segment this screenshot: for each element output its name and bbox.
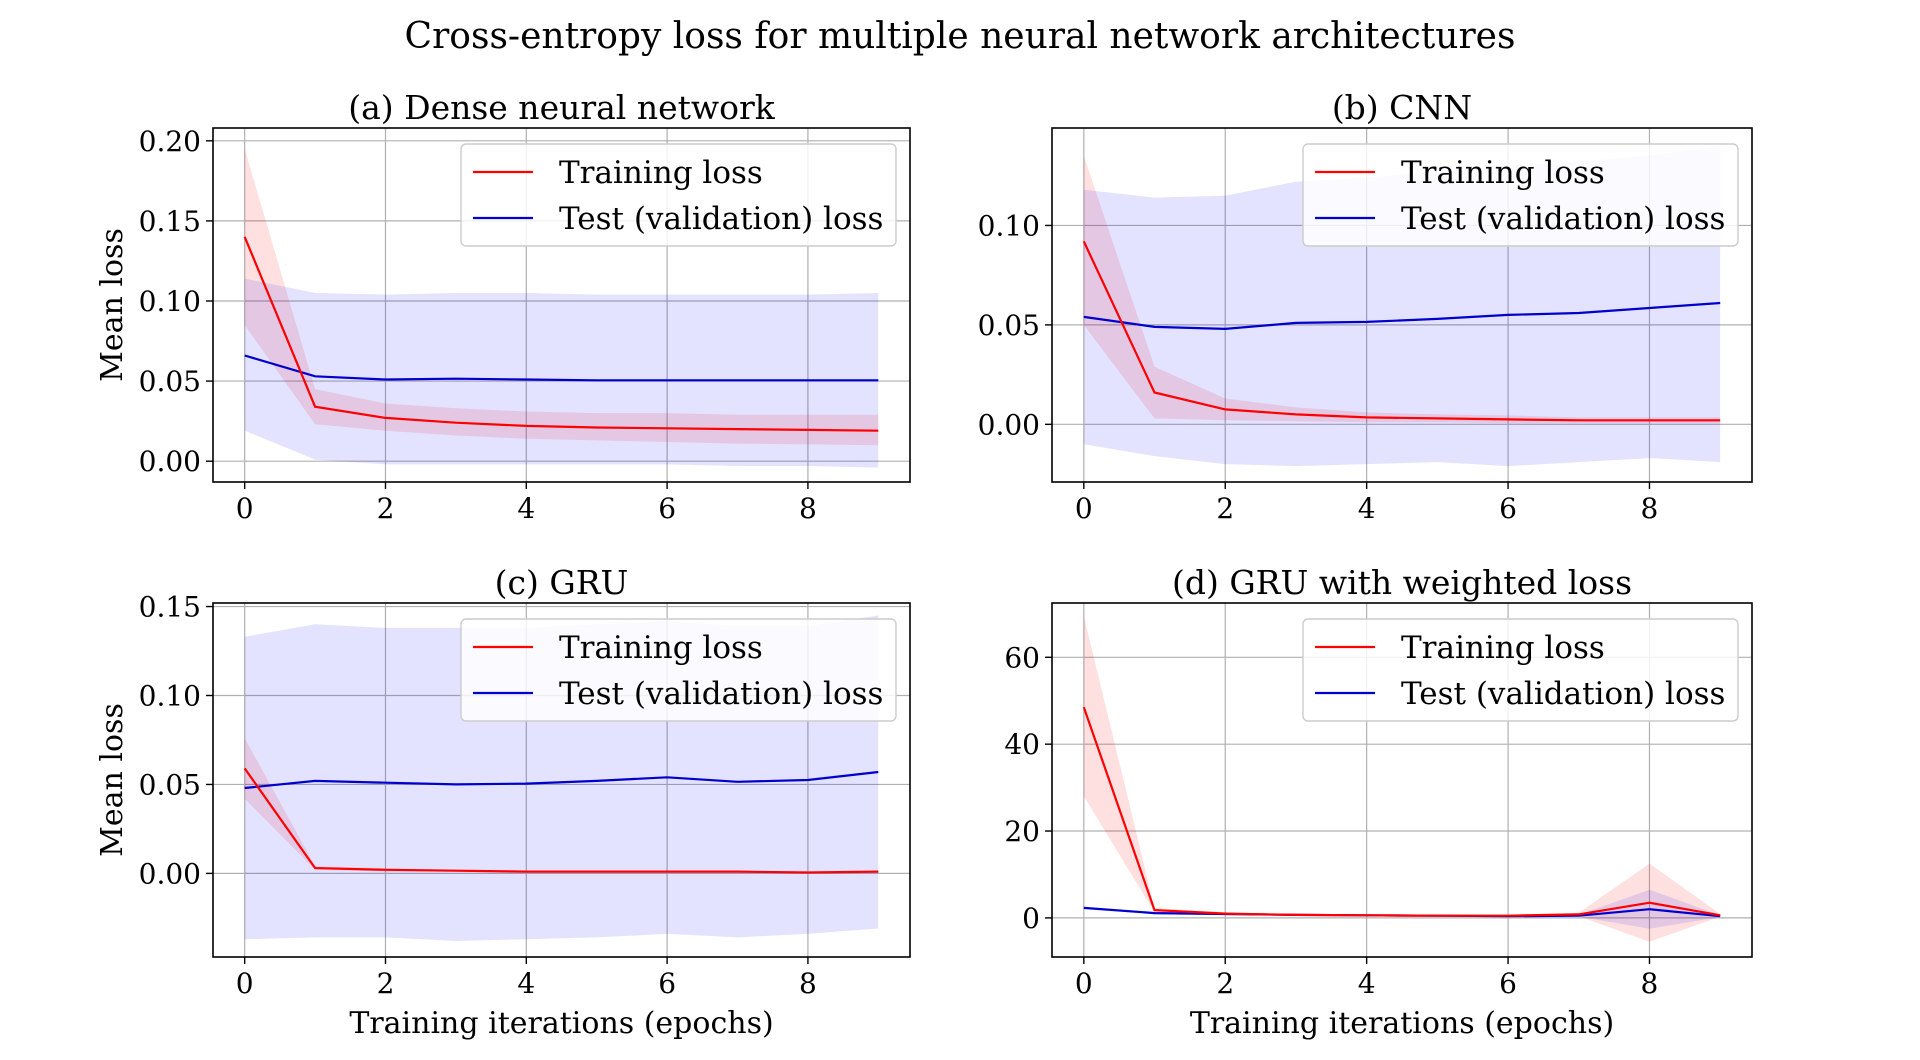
x-tick-label: 2 bbox=[377, 492, 395, 525]
legend-frame bbox=[1302, 618, 1739, 722]
legend: Training loss Test (validation) loss bbox=[460, 143, 897, 247]
legend: Training loss Test (validation) loss bbox=[460, 618, 897, 722]
legend-label: Training loss bbox=[1401, 630, 1605, 666]
y-tick-label: 20 bbox=[1004, 815, 1040, 848]
training-loss-line bbox=[1082, 240, 1721, 422]
y-tick-label: 0.10 bbox=[139, 680, 201, 713]
legend-frame bbox=[460, 618, 897, 722]
y-tick-label: 0.05 bbox=[978, 309, 1040, 342]
training-loss-line bbox=[1082, 706, 1721, 917]
x-axis-label: Training iterations (epochs) bbox=[1190, 1006, 1614, 1041]
legend-label: Training loss bbox=[559, 630, 763, 666]
y-tick-label: 0.15 bbox=[139, 205, 201, 238]
x-tick-label: 4 bbox=[1358, 967, 1376, 1000]
subplot-title: (d) GRU with weighted loss bbox=[1172, 563, 1632, 602]
training-loss-line bbox=[243, 236, 879, 432]
legend-label: Training loss bbox=[1401, 155, 1605, 191]
y-axis-label: Mean loss bbox=[95, 228, 130, 382]
plot-area bbox=[243, 148, 879, 468]
subplot-title: (c) GRU bbox=[495, 563, 629, 602]
plot-area bbox=[1082, 616, 1721, 942]
y-tick-label: 60 bbox=[1004, 641, 1040, 674]
subplot-3: 0 2 4 6 8 0.00 0.05 0.10 0.15 (c) GRU Training ite… bbox=[95, 563, 911, 1041]
y-tick-label: 0.00 bbox=[139, 445, 201, 478]
x-tick-label: 2 bbox=[1216, 492, 1234, 525]
test-loss-band bbox=[1083, 889, 1721, 929]
y-tick-label: 0.00 bbox=[139, 857, 201, 890]
x-tick-label: 8 bbox=[799, 492, 817, 525]
test-loss-line bbox=[1083, 301, 1721, 331]
test-loss-line bbox=[244, 354, 879, 382]
legend: Training loss Test (validation) loss bbox=[1302, 618, 1739, 722]
y-tick-label: 0.20 bbox=[139, 125, 201, 158]
plot-frame bbox=[1051, 602, 1753, 958]
plot-frame bbox=[212, 602, 911, 958]
y-tick-label: 0.05 bbox=[139, 365, 201, 398]
training-loss-band bbox=[1083, 155, 1721, 424]
x-tick-label: 2 bbox=[377, 967, 395, 1000]
x-tick-label: 6 bbox=[1499, 967, 1517, 1000]
y-tick-label: 0.05 bbox=[139, 768, 201, 801]
x-tick-label: 8 bbox=[799, 967, 817, 1000]
x-tick-label: 6 bbox=[1499, 492, 1517, 525]
legend-frame bbox=[1302, 143, 1739, 247]
x-tick-label: 4 bbox=[1358, 492, 1376, 525]
y-tick-label: 40 bbox=[1004, 728, 1040, 761]
legend-frame bbox=[460, 143, 897, 247]
y-tick-label: 0.10 bbox=[139, 285, 201, 318]
x-tick-label: 6 bbox=[658, 967, 676, 1000]
legend-label: Test (validation) loss bbox=[559, 201, 883, 237]
x-tick-label: 6 bbox=[658, 492, 676, 525]
x-tick-label: 8 bbox=[1641, 492, 1659, 525]
legend-label: Test (validation) loss bbox=[559, 676, 883, 712]
subplot-1: 0 2 4 6 8 0.00 0.05 0.10 0.15 0.20 (a) Dense neura… bbox=[95, 88, 911, 525]
legend-label: Test (validation) loss bbox=[1401, 676, 1725, 712]
y-tick-label: 0 bbox=[1022, 902, 1040, 935]
y-tick-label: 0.15 bbox=[139, 591, 201, 624]
training-loss-band bbox=[244, 148, 879, 446]
x-tick-label: 0 bbox=[236, 967, 254, 1000]
x-tick-label: 4 bbox=[517, 492, 535, 525]
y-tick-label: 0.10 bbox=[978, 209, 1040, 242]
y-tick-label: 0.00 bbox=[978, 408, 1040, 441]
legend: Training loss Test (validation) loss bbox=[1302, 143, 1739, 247]
figure-title: Cross-entropy loss for multiple neural n… bbox=[405, 16, 1516, 57]
x-tick-label: 2 bbox=[1216, 967, 1234, 1000]
x-tick-label: 8 bbox=[1641, 967, 1659, 1000]
training-loss-line bbox=[243, 767, 879, 874]
subplot-4: 0 2 4 6 8 0 20 40 60 (d) GRU with weighted loss Tr… bbox=[1004, 563, 1753, 1041]
x-tick-label: 0 bbox=[236, 492, 254, 525]
subplot-title: (a) Dense neural network bbox=[348, 88, 776, 127]
x-axis-label: Training iterations (epochs) bbox=[349, 1006, 773, 1041]
plot-frame bbox=[1051, 127, 1753, 483]
x-tick-label: 4 bbox=[517, 967, 535, 1000]
legend-label: Training loss bbox=[559, 155, 763, 191]
x-tick-label: 0 bbox=[1075, 492, 1093, 525]
subplot-title: (b) CNN bbox=[1332, 88, 1472, 127]
legend-label: Test (validation) loss bbox=[1401, 201, 1725, 237]
subplot-grid: 0 2 4 6 8 0.00 0.05 0.10 0.15 0.20 (a) Dense neura… bbox=[95, 88, 1753, 1041]
x-tick-label: 0 bbox=[1075, 967, 1093, 1000]
plot-frame bbox=[212, 127, 911, 483]
test-loss-line bbox=[244, 770, 879, 790]
test-loss-band bbox=[244, 278, 879, 468]
subplot-2: 0 2 4 6 8 0.00 0.05 0.10 (b) CNN Training loss Tes… bbox=[978, 88, 1753, 525]
y-axis-label: Mean loss bbox=[95, 703, 130, 857]
